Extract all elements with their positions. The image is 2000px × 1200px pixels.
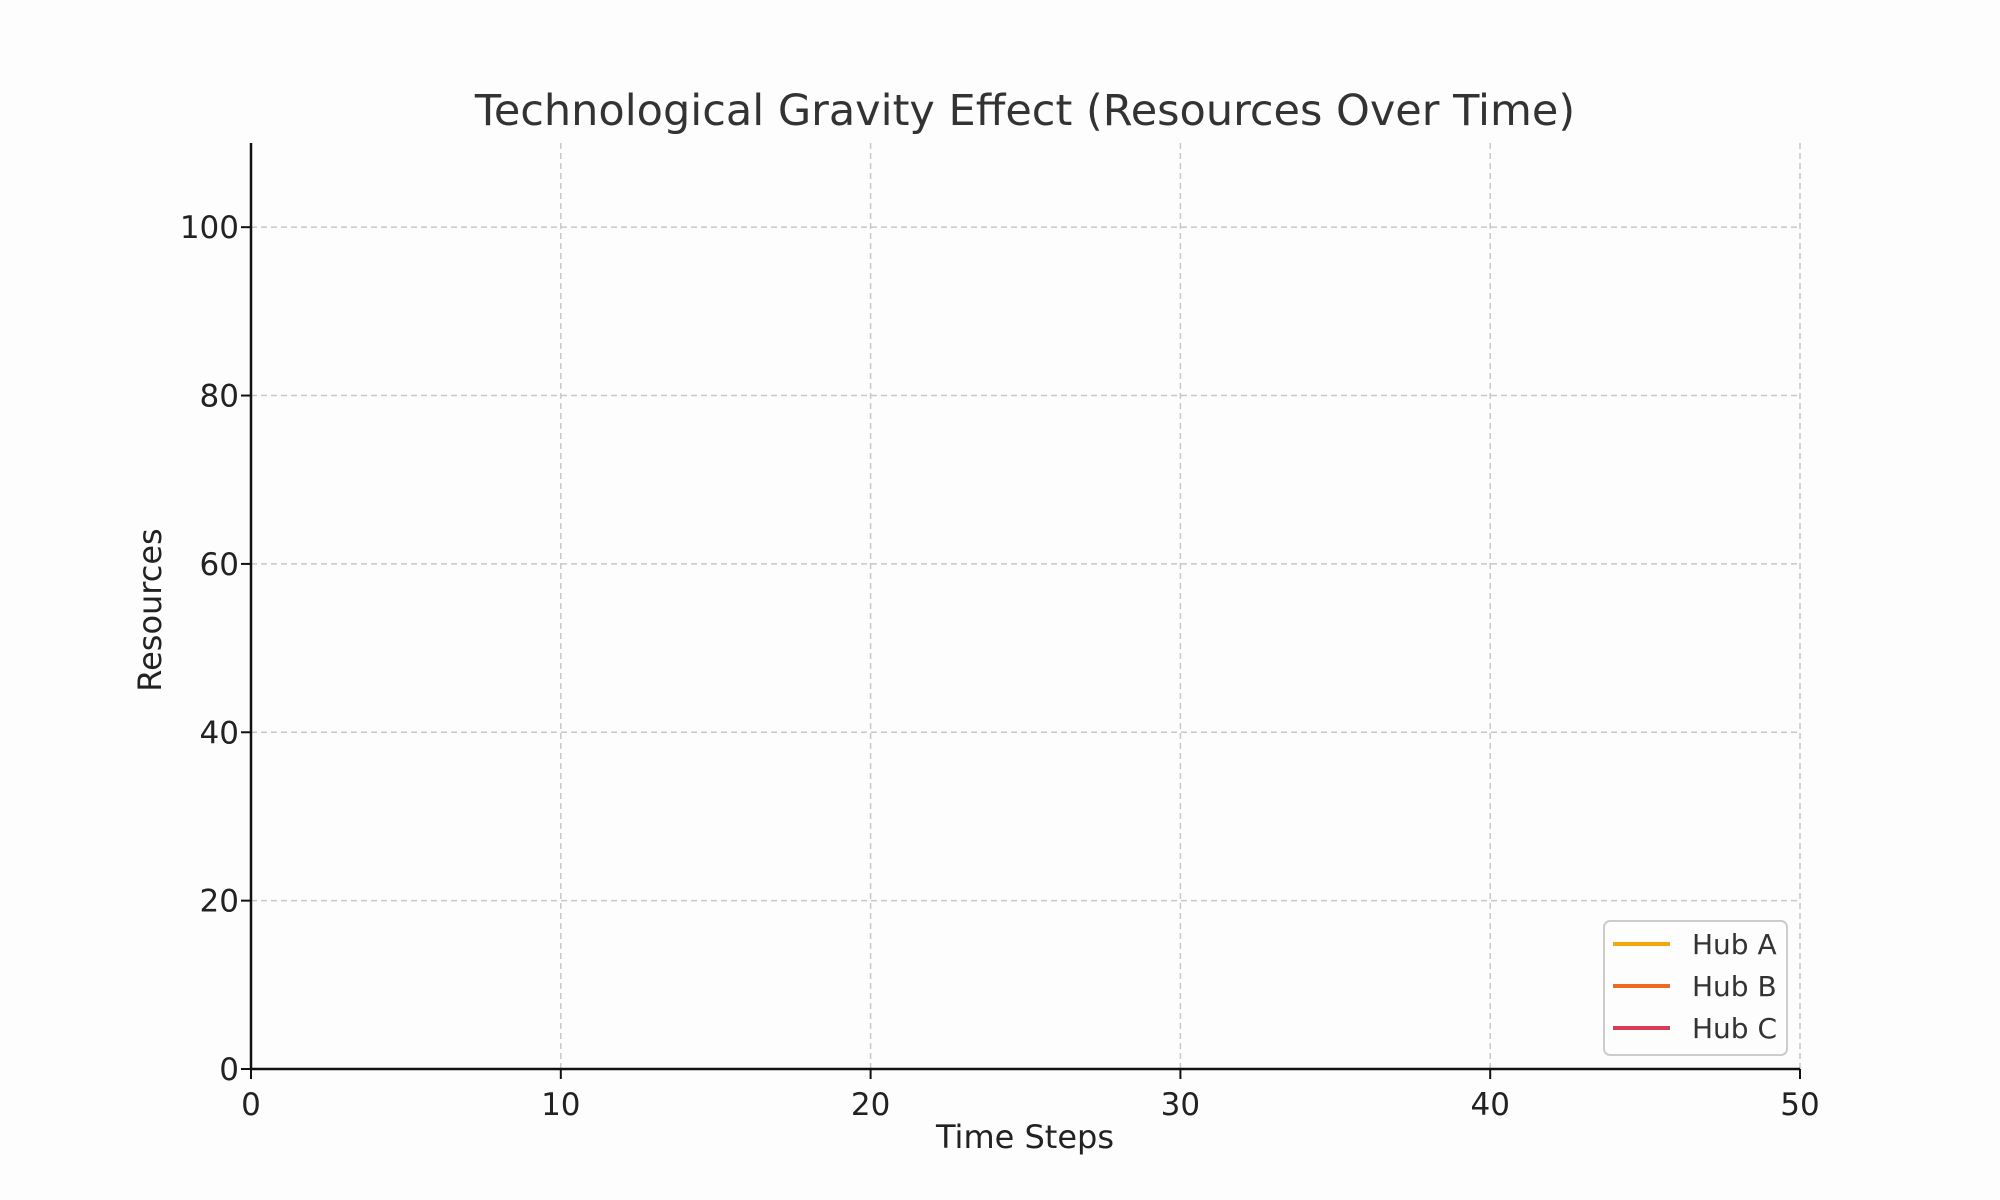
legend-box: [1603, 920, 1788, 1056]
y-tick-label: 100: [180, 210, 239, 246]
axes: [241, 143, 1801, 1079]
grid: [251, 143, 1801, 1069]
y-tick-label: 20: [200, 884, 239, 920]
y-tick-label: 80: [200, 379, 239, 415]
y-tick-label: 40: [200, 715, 239, 751]
x-axis-label: Time Steps: [935, 1118, 1114, 1156]
legend-label: Hub A: [1692, 928, 1777, 961]
legend-label: Hub B: [1692, 970, 1777, 1003]
legend-label: Hub C: [1692, 1012, 1777, 1045]
x-tick-label: 30: [1161, 1087, 1200, 1123]
y-axis-label: Resources: [131, 528, 169, 691]
x-tick-label: 50: [1780, 1087, 1819, 1123]
x-tick-label: 40: [1470, 1087, 1509, 1123]
y-tick-label: 60: [200, 547, 239, 583]
x-tick-label: 20: [851, 1087, 890, 1123]
chart-title: Technological Gravity Effect (Resources …: [474, 86, 1575, 136]
y-tick-label: 0: [219, 1052, 239, 1088]
x-tick-label: 0: [241, 1087, 261, 1123]
tick-labels: 0 10 20 30 40 50 0 20 40 60 80 100: [180, 210, 1820, 1123]
legend: Hub A Hub B Hub C: [1603, 920, 1788, 1056]
x-tick-label: 10: [541, 1087, 580, 1123]
